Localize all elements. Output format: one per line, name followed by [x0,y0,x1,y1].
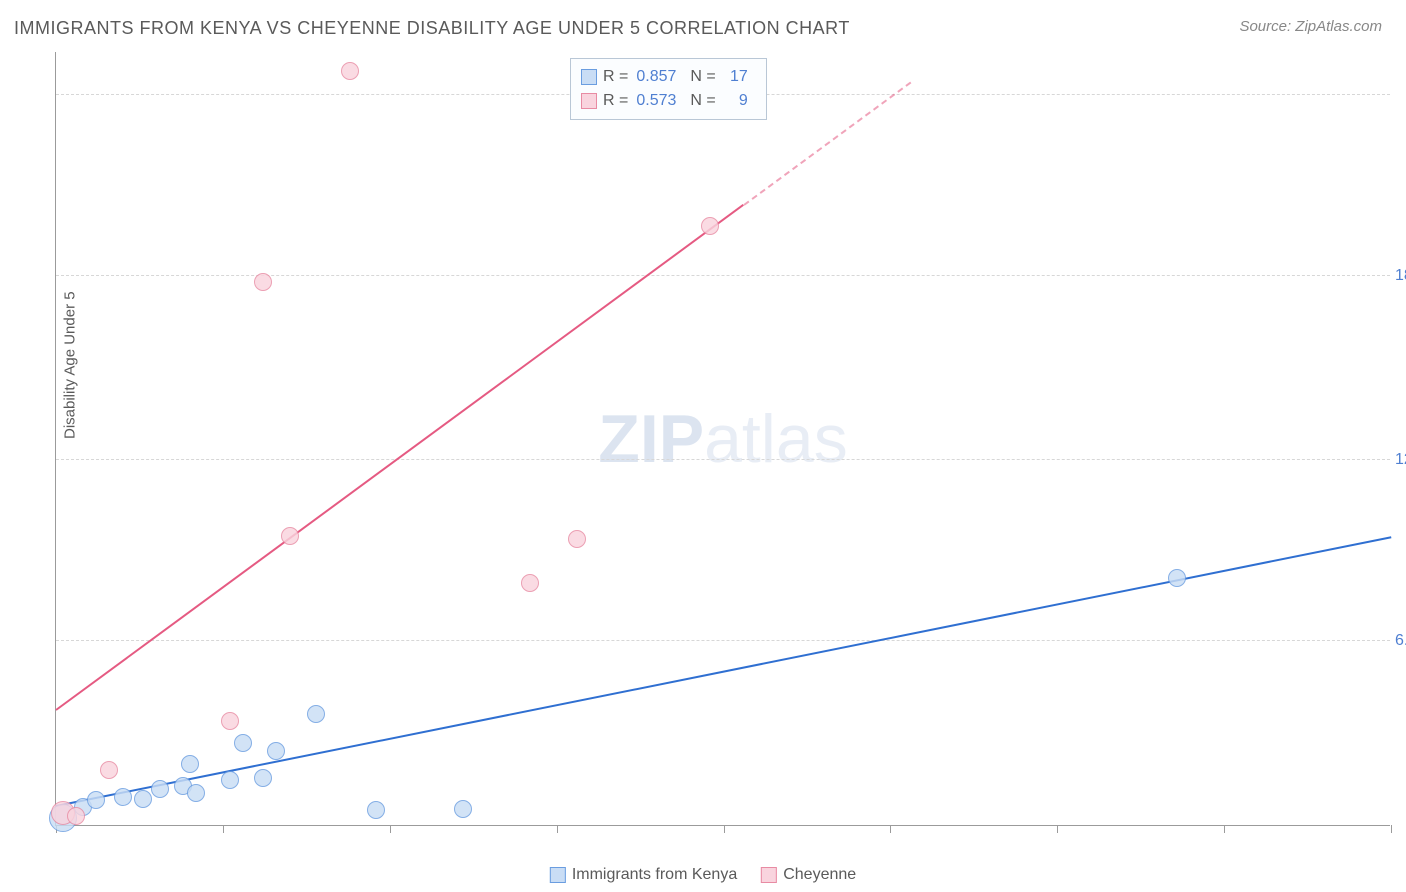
data-point [267,742,285,760]
legend-r-label: R = [603,65,628,89]
series-legend: Immigrants from Kenya Cheyenne [550,866,856,884]
x-tick [1391,825,1392,833]
stats-legend-row: R = 0.573 N = 9 [581,89,756,113]
gridline [56,459,1390,460]
watermark-bold: ZIP [598,401,704,477]
y-tick-label: 18.8% [1395,267,1406,285]
legend-r-value: 0.573 [636,89,676,113]
legend-label: Cheyenne [783,866,856,884]
data-point [701,217,719,235]
data-point [221,712,239,730]
data-point [100,761,118,779]
legend-swatch [581,69,597,85]
data-point [67,807,85,825]
watermark: ZIPatlas [598,400,847,478]
chart-container: IMMIGRANTS FROM KENYA VS CHEYENNE DISABI… [0,0,1406,892]
legend-swatch [581,93,597,109]
data-point [307,705,325,723]
x-tick [1224,825,1225,833]
data-point [568,530,586,548]
x-tick [724,825,725,833]
legend-n-value: 9 [724,89,748,113]
y-tick-label: 12.5% [1395,451,1406,469]
watermark-light: atlas [704,401,848,477]
legend-n-label: N = [690,89,715,113]
trend-line [55,204,744,711]
x-tick [890,825,891,833]
chart-title: IMMIGRANTS FROM KENYA VS CHEYENNE DISABI… [14,18,850,39]
data-point [454,800,472,818]
data-point [151,780,169,798]
data-point [114,788,132,806]
legend-r-label: R = [603,89,628,113]
legend-item: Cheyenne [761,866,856,884]
data-point [254,769,272,787]
stats-legend: R = 0.857 N = 17 R = 0.573 N = 9 [570,58,767,120]
legend-swatch [550,867,566,883]
legend-n-label: N = [690,65,715,89]
data-point [181,755,199,773]
data-point [187,784,205,802]
data-point [87,791,105,809]
data-point [367,801,385,819]
x-tick [223,825,224,833]
x-tick [1057,825,1058,833]
data-point [1168,569,1186,587]
x-tick [390,825,391,833]
data-point [221,771,239,789]
source-label: Source: ZipAtlas.com [1239,18,1382,35]
plot-area: ZIPatlas Disability Age Under 5 6.3%12.5… [55,52,1390,826]
y-tick-label: 6.3% [1395,632,1406,650]
trend-line [56,537,1391,808]
x-tick [557,825,558,833]
data-point [234,734,252,752]
gridline [56,640,1390,641]
data-point [254,273,272,291]
legend-label: Immigrants from Kenya [572,866,737,884]
y-axis-label: Disability Age Under 5 [62,291,79,439]
legend-swatch [761,867,777,883]
data-point [134,790,152,808]
trend-line [743,81,911,205]
stats-legend-row: R = 0.857 N = 17 [581,65,756,89]
legend-r-value: 0.857 [636,65,676,89]
legend-item: Immigrants from Kenya [550,866,737,884]
data-point [281,527,299,545]
data-point [521,574,539,592]
data-point [341,62,359,80]
legend-n-value: 17 [724,65,748,89]
